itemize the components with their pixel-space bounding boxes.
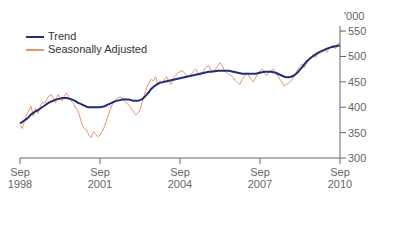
html-text:'000: '000 — [344, 10, 365, 22]
svg-text:Sep2001: Sep2001 — [88, 166, 112, 190]
svg-text:Sep1998: Sep1998 — [8, 166, 32, 190]
svg-text:350: 350 — [348, 127, 366, 139]
svg-text:550: 550 — [348, 25, 366, 37]
svg-text:Sep2004: Sep2004 — [168, 166, 192, 190]
html-text:Seasonally Adjusted: Seasonally Adjusted — [48, 43, 148, 55]
svg-text:Sep2007: Sep2007 — [248, 166, 272, 190]
svg-text:300: 300 — [348, 152, 366, 164]
html-text:Trend: Trend — [48, 30, 77, 42]
svg-text:450: 450 — [348, 76, 366, 88]
svg-text:400: 400 — [348, 101, 366, 113]
svg-text:Sep2010: Sep2010 — [328, 166, 352, 190]
svg-text:500: 500 — [348, 50, 366, 62]
